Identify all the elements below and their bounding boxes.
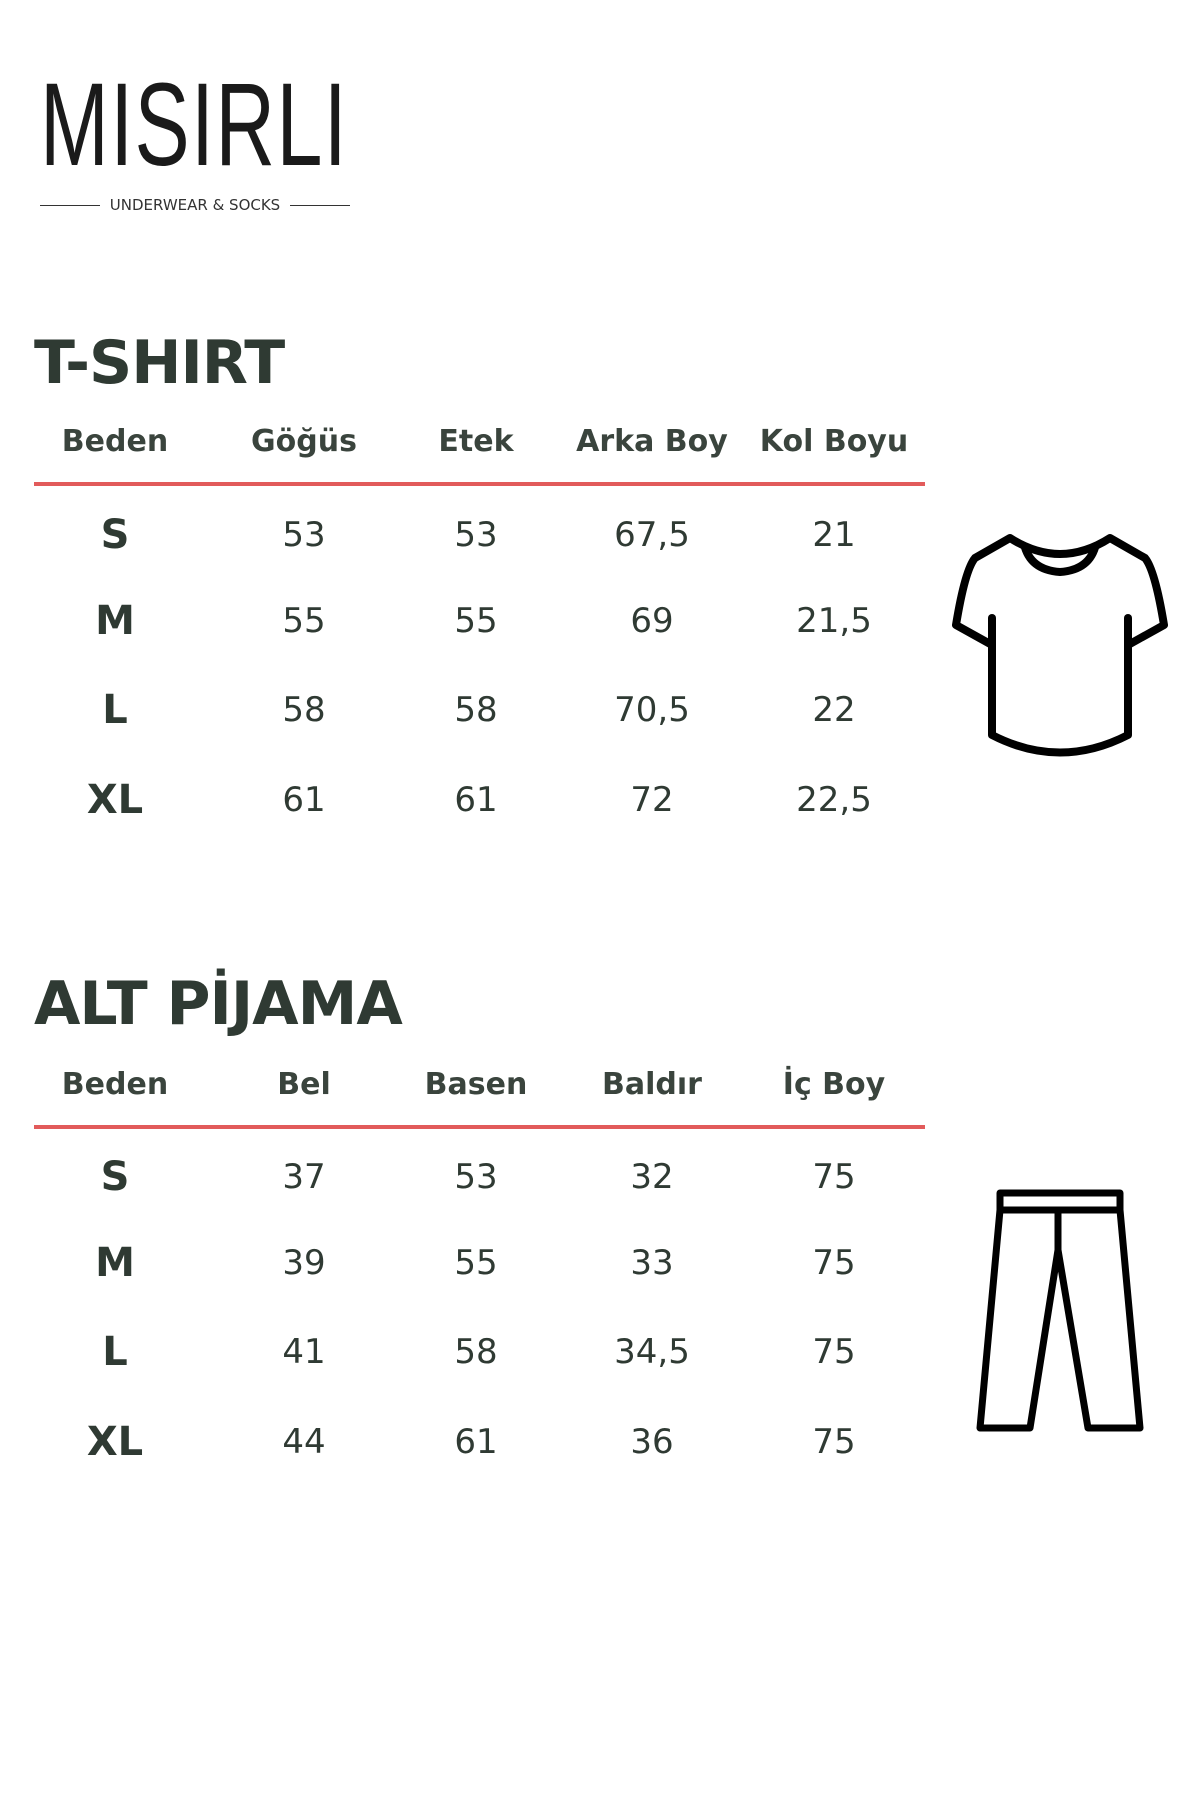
- size-label: L: [102, 1329, 128, 1375]
- tshirt-header-rule: [34, 482, 925, 486]
- measurement-cell: 22: [812, 690, 856, 730]
- measurement-cell: 32: [630, 1157, 674, 1197]
- brand-logo: MISIRLI UNDERWEAR & SOCKS: [40, 66, 350, 216]
- column-header: Baldır: [602, 1067, 702, 1102]
- brand-tagline-row: UNDERWEAR & SOCKS: [40, 196, 350, 214]
- divider: [40, 204, 100, 206]
- size-label: S: [100, 512, 130, 558]
- measurement-cell: 70,5: [614, 690, 690, 730]
- brand-name-wrap: MISIRLI: [40, 66, 350, 184]
- measurement-cell: 41: [282, 1332, 326, 1372]
- measurement-cell: 34,5: [614, 1332, 690, 1372]
- measurement-cell: 61: [454, 780, 498, 820]
- column-header: İç Boy: [782, 1067, 886, 1102]
- measurement-cell: 55: [282, 601, 326, 641]
- measurement-cell: 75: [812, 1332, 856, 1372]
- size-label: S: [100, 1154, 130, 1200]
- measurement-cell: 44: [282, 1422, 326, 1462]
- measurement-cell: 37: [282, 1157, 326, 1197]
- measurement-cell: 75: [812, 1157, 856, 1197]
- measurement-cell: 72: [630, 780, 674, 820]
- measurement-cell: 22,5: [796, 780, 872, 820]
- column-header: Basen: [424, 1067, 528, 1102]
- measurement-cell: 21: [812, 515, 856, 555]
- column-header: Arka Boy: [576, 424, 728, 459]
- tshirt-icon: [952, 534, 1168, 757]
- measurement-cell: 75: [812, 1243, 856, 1283]
- measurement-cell: 53: [282, 515, 326, 555]
- measurement-cell: 39: [282, 1243, 326, 1283]
- size-label: L: [102, 687, 128, 733]
- measurement-cell: 53: [454, 1157, 498, 1197]
- measurement-cell: 67,5: [614, 515, 690, 555]
- measurement-cell: 55: [454, 601, 498, 641]
- measurement-cell: 61: [282, 780, 326, 820]
- measurement-cell: 36: [630, 1422, 674, 1462]
- brand-name: MISIRLI: [40, 59, 349, 191]
- measurement-cell: 21,5: [796, 601, 872, 641]
- measurement-cell: 61: [454, 1422, 498, 1462]
- column-header: Beden: [61, 424, 169, 459]
- measurement-cell: 55: [454, 1243, 498, 1283]
- tshirt-section-title: T-SHIRT: [34, 328, 285, 398]
- measurement-cell: 69: [630, 601, 674, 641]
- measurement-cell: 33: [630, 1243, 674, 1283]
- pants-icon: [976, 1189, 1144, 1432]
- size-label: M: [95, 1240, 135, 1286]
- pajama-section-title: ALT PİJAMA: [34, 969, 403, 1039]
- measurement-cell: 75: [812, 1422, 856, 1462]
- divider: [290, 204, 350, 206]
- measurement-cell: 53: [454, 515, 498, 555]
- measurement-cell: 58: [282, 690, 326, 730]
- column-header: Etek: [438, 424, 514, 459]
- size-label: M: [95, 598, 135, 644]
- column-header: Kol Boyu: [759, 424, 909, 459]
- column-header: Bel: [277, 1067, 331, 1102]
- measurement-cell: 58: [454, 690, 498, 730]
- pajama-header-rule: [34, 1125, 925, 1129]
- size-label: XL: [86, 1419, 144, 1465]
- size-label: XL: [86, 777, 144, 823]
- brand-tagline: UNDERWEAR & SOCKS: [109, 196, 281, 214]
- column-header: Beden: [61, 1067, 169, 1102]
- column-header: Göğüs: [251, 424, 357, 459]
- measurement-cell: 58: [454, 1332, 498, 1372]
